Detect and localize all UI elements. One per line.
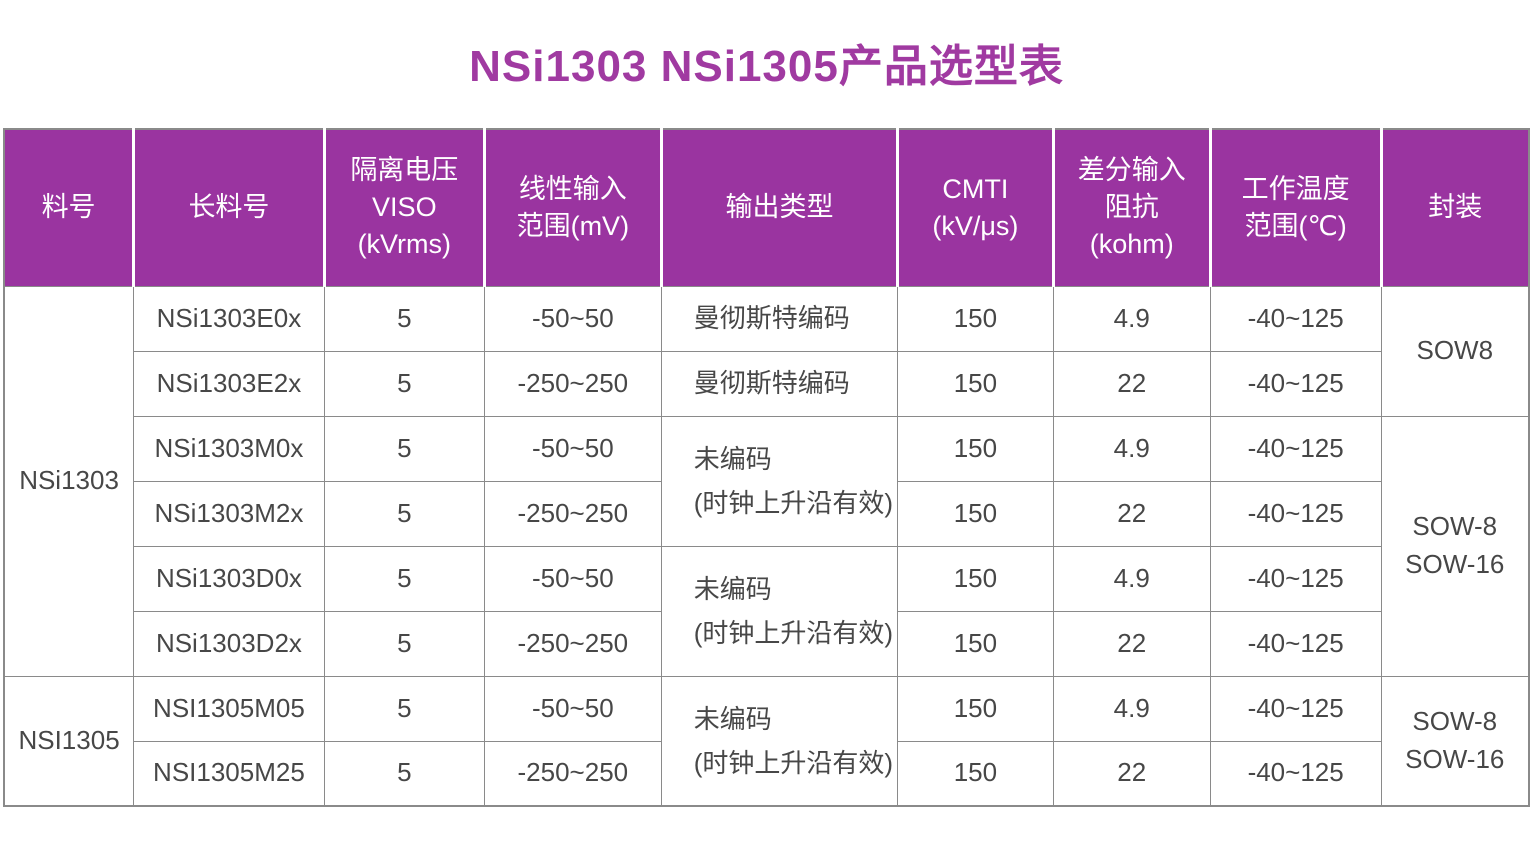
cell-temp-range: -40~125 — [1209, 545, 1382, 612]
cell-long-part-number: NSI1305M05 — [133, 675, 325, 742]
header-part-number: 料号 — [4, 129, 134, 286]
cell-output-type: 曼彻斯特编码 — [660, 285, 899, 352]
header-linear-input-range: 线性输入 范围(mV) — [482, 129, 662, 286]
cell-input-range: -50~50 — [483, 545, 662, 612]
table-row: NSi1303 NSi1303E0x 5 -50~50 曼彻斯特编码 150 4… — [3, 285, 1530, 677]
table-row: NSi1303M2x 5 -250~250 150 22 -40~125 — [4, 480, 1529, 547]
table-row: NSi1303D2x 5 -250~250 150 22 -40~125 — [4, 610, 1529, 677]
cell-viso: 5 — [323, 415, 485, 482]
table-row: NSI1305M25 5 -250~250 150 22 -40~125 — [4, 740, 1529, 807]
header-output-type: 输出类型 — [659, 129, 898, 286]
cell-viso: 5 — [323, 740, 485, 807]
cell-temp-range: -40~125 — [1209, 740, 1382, 807]
cell-viso: 5 — [323, 675, 485, 742]
cell-cmti: 150 — [897, 480, 1054, 547]
header-package: 封装 — [1379, 129, 1529, 286]
cell-long-part-number: NSi1303M2x — [133, 480, 325, 547]
cell-temp-range: -40~125 — [1209, 610, 1382, 677]
table-row: NSi1303D0x 5 -50~50 未编码 (时钟上升沿有效) 150 4.… — [4, 545, 1529, 677]
cell-viso: 5 — [323, 480, 485, 547]
cell-long-part-number: NSi1303E2x — [133, 350, 325, 417]
cell-package-sow8-sow16: SOW-8 SOW-16 — [1380, 415, 1530, 677]
cell-output-type: 曼彻斯特编码 — [660, 350, 899, 417]
cell-impedance: 22 — [1052, 480, 1211, 547]
header-operating-temp-range: 工作温度 范围(℃) — [1208, 129, 1382, 286]
table-row: NSi1303E2x 5 -250~250 曼彻斯特编码 150 22 -40~… — [4, 350, 1529, 417]
cell-temp-range: -40~125 — [1209, 350, 1382, 417]
cell-output-type-uncoded: 未编码 (时钟上升沿有效) — [660, 415, 899, 547]
cell-impedance: 4.9 — [1052, 675, 1211, 742]
cell-input-range: -50~50 — [483, 675, 662, 742]
cell-viso: 5 — [323, 610, 485, 677]
cell-input-range: -250~250 — [483, 610, 662, 677]
header-long-part-number: 长料号 — [132, 129, 325, 286]
cell-long-part-number: NSi1303E0x — [133, 285, 325, 352]
cell-cmti: 150 — [897, 610, 1054, 677]
cell-package-sow8: SOW8 — [1380, 285, 1530, 417]
table-row: NSi1303M0x 5 -50~50 未编码 (时钟上升沿有效) 150 4.… — [4, 415, 1530, 677]
cell-long-part-number: NSi1303D0x — [133, 545, 325, 612]
cell-input-range: -250~250 — [483, 480, 662, 547]
cell-impedance: 4.9 — [1052, 545, 1211, 612]
cell-cmti: 150 — [897, 675, 1054, 742]
cell-temp-range: -40~125 — [1209, 285, 1382, 352]
cell-long-part-number: NSi1303D2x — [133, 610, 325, 677]
cell-viso: 5 — [323, 545, 485, 612]
cell-input-range: -250~250 — [483, 350, 662, 417]
cell-package-sow8-sow16: SOW-8 SOW-16 — [1380, 675, 1530, 807]
cell-cmti: 150 — [897, 545, 1054, 612]
page-title: NSi1303 NSi1305产品选型表 — [469, 42, 1064, 91]
cell-output-type-uncoded: 未编码 (时钟上升沿有效) — [660, 545, 899, 677]
cell-cmti: 150 — [897, 740, 1054, 807]
header-row: 料号 长料号 隔离电压 VISO (kVrms) 线性输入 范围(mV) 输出类… — [4, 129, 1529, 286]
cell-impedance: 22 — [1052, 740, 1211, 807]
cell-long-part-number: NSi1303M0x — [133, 415, 325, 482]
cell-part-group-nsi1305: NSI1305 — [3, 675, 135, 807]
cell-temp-range: -40~125 — [1209, 675, 1382, 742]
cell-impedance: 4.9 — [1052, 285, 1211, 352]
cell-input-range: -50~50 — [483, 415, 662, 482]
cell-part-group-nsi1303: NSi1303 — [3, 285, 135, 677]
header-isolation-voltage: 隔离电压 VISO (kVrms) — [322, 129, 485, 286]
cell-cmti: 150 — [897, 350, 1054, 417]
cell-impedance: 22 — [1052, 610, 1211, 677]
header-diff-input-impedance: 差分输入 阻抗 (kohm) — [1051, 129, 1211, 286]
cell-impedance: 22 — [1052, 350, 1211, 417]
cell-temp-range: -40~125 — [1209, 415, 1382, 482]
cell-impedance: 4.9 — [1052, 415, 1211, 482]
cell-viso: 5 — [323, 285, 485, 352]
product-selection-table: 料号 长料号 隔离电压 VISO (kVrms) 线性输入 范围(mV) 输出类… — [3, 128, 1530, 807]
cell-viso: 5 — [323, 350, 485, 417]
cell-cmti: 150 — [897, 285, 1054, 352]
cell-input-range: -250~250 — [483, 740, 662, 807]
table-row: NSI1305 NSI1305M05 5 -50~50 未编码 (时钟上升沿有效… — [3, 675, 1530, 807]
cell-input-range: -50~50 — [483, 285, 662, 352]
header-cmti: CMTI (kV/μs) — [896, 129, 1054, 286]
cell-temp-range: -40~125 — [1209, 480, 1382, 547]
cell-long-part-number: NSI1305M25 — [133, 740, 325, 807]
cell-output-type-uncoded: 未编码 (时钟上升沿有效) — [660, 675, 899, 807]
cell-cmti: 150 — [897, 415, 1054, 482]
